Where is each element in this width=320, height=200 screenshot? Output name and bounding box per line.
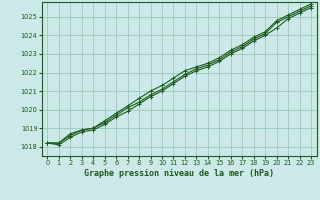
X-axis label: Graphe pression niveau de la mer (hPa): Graphe pression niveau de la mer (hPa): [84, 169, 274, 178]
